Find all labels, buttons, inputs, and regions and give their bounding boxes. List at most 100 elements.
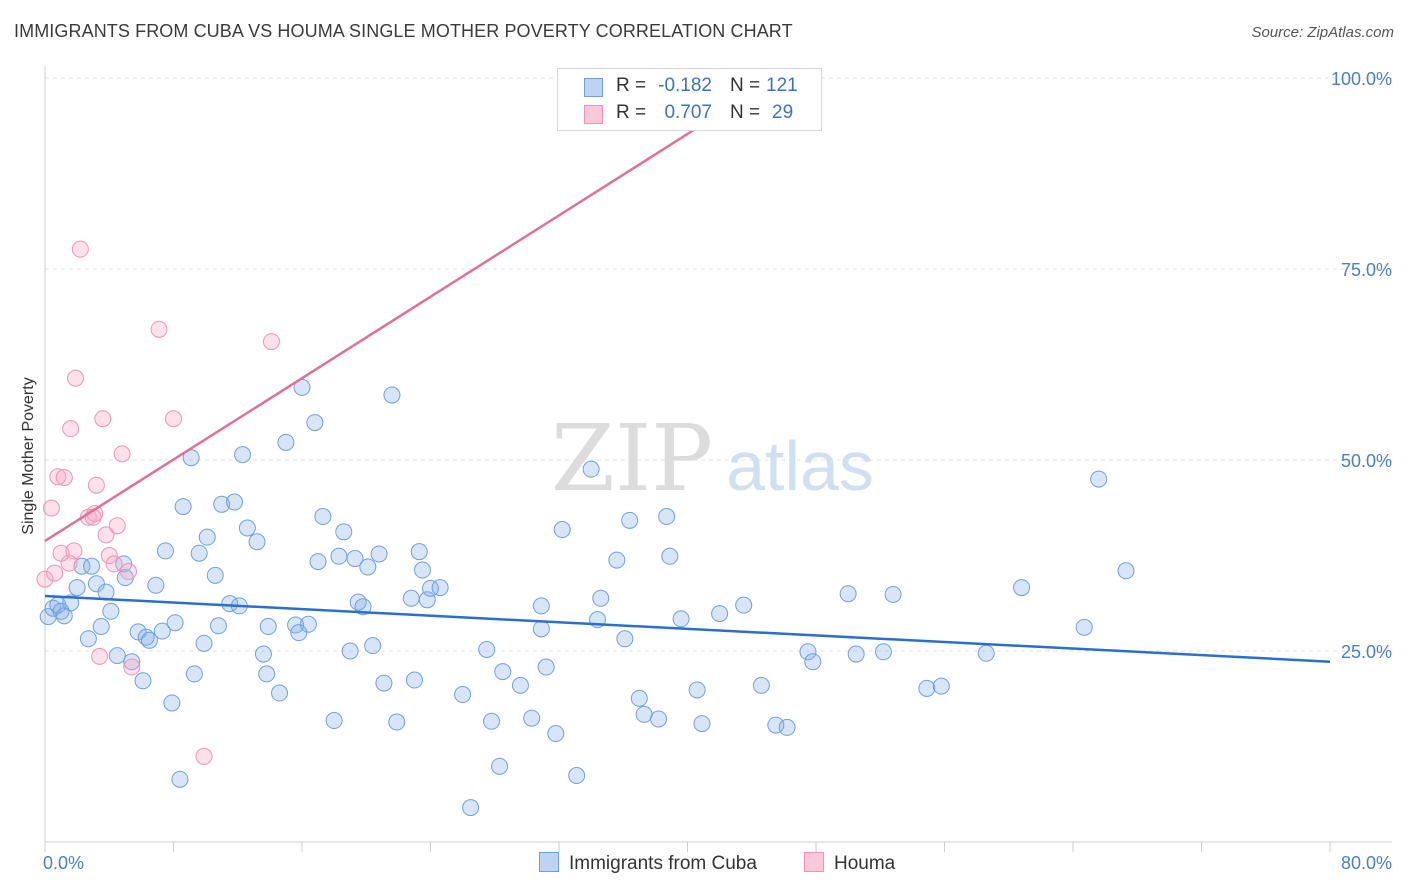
legend-item-cuba: Immigrants from Cuba bbox=[539, 852, 757, 875]
point-cuba bbox=[532, 620, 550, 638]
point-cuba bbox=[711, 605, 729, 623]
point-cuba bbox=[918, 679, 936, 697]
point-cuba bbox=[483, 712, 501, 730]
y-tick-label: 25.0% bbox=[1341, 642, 1392, 662]
point-houma bbox=[36, 570, 54, 588]
point-cuba bbox=[1013, 579, 1031, 597]
point-cuba bbox=[383, 386, 401, 404]
point-cuba bbox=[335, 523, 353, 541]
point-cuba bbox=[163, 694, 181, 712]
legend-r-value: -0.182 bbox=[658, 75, 712, 96]
point-cuba bbox=[79, 630, 97, 648]
y-tick-label: 75.0% bbox=[1341, 260, 1392, 280]
point-cuba bbox=[537, 658, 555, 676]
point-houma bbox=[62, 420, 80, 438]
point-houma bbox=[94, 410, 112, 428]
legend-n-label: N = bbox=[730, 102, 761, 123]
point-cuba bbox=[454, 686, 472, 704]
point-cuba bbox=[413, 561, 431, 579]
trend-lines bbox=[44, 76, 1331, 663]
point-cuba bbox=[688, 681, 706, 699]
point-cuba bbox=[635, 705, 653, 723]
legend-item-houma: Houma bbox=[804, 852, 895, 875]
point-houma bbox=[108, 517, 126, 535]
point-cuba bbox=[290, 624, 308, 642]
point-cuba bbox=[254, 645, 272, 663]
correlation-legend: R = -0.182 N = 121 R = 0.707 N = 29 bbox=[557, 68, 822, 131]
legend-row-cuba: R = -0.182 N = 121 bbox=[558, 75, 821, 101]
legend-label-cuba: Immigrants from Cuba bbox=[569, 853, 757, 874]
point-cuba bbox=[874, 643, 892, 661]
point-houma bbox=[87, 476, 105, 494]
point-cuba bbox=[410, 543, 428, 561]
point-cuba bbox=[73, 557, 91, 575]
chart-title: IMMIGRANTS FROM CUBA VS HOUMA SINGLE MOT… bbox=[14, 21, 793, 41]
trend-line-houma bbox=[44, 76, 777, 543]
point-cuba bbox=[346, 550, 364, 568]
point-cuba bbox=[299, 615, 317, 633]
point-cuba bbox=[767, 716, 785, 734]
series-houma-points bbox=[36, 69, 777, 765]
point-houma bbox=[97, 526, 115, 544]
trend-line-cuba bbox=[44, 594, 1331, 663]
point-cuba bbox=[418, 591, 436, 609]
series-cuba-points bbox=[39, 378, 1135, 817]
point-cuba bbox=[198, 528, 216, 546]
legend-swatch-houma bbox=[804, 852, 824, 872]
point-cuba bbox=[330, 547, 348, 565]
legend-n-value: 121 bbox=[766, 75, 798, 96]
point-cuba bbox=[195, 634, 213, 652]
point-cuba bbox=[309, 553, 327, 571]
point-cuba bbox=[156, 542, 174, 560]
legend-swatch-cuba bbox=[584, 78, 603, 97]
point-cuba bbox=[388, 713, 406, 731]
tick-labels: 25.0% 50.0% 75.0% 100.0% 0.0% 80.0% bbox=[43, 69, 1392, 873]
y-tick-label: 50.0% bbox=[1341, 451, 1392, 471]
point-houma bbox=[120, 563, 138, 581]
point-cuba bbox=[672, 610, 690, 628]
point-cuba bbox=[147, 576, 165, 594]
point-cuba bbox=[166, 614, 184, 632]
point-cuba bbox=[405, 671, 423, 689]
point-cuba bbox=[650, 710, 668, 728]
point-cuba bbox=[248, 533, 266, 551]
point-cuba bbox=[185, 665, 203, 683]
point-cuba bbox=[402, 589, 420, 607]
point-cuba bbox=[804, 653, 822, 671]
point-cuba bbox=[592, 589, 610, 607]
point-cuba bbox=[1117, 562, 1135, 580]
point-cuba bbox=[661, 547, 679, 565]
point-cuba bbox=[422, 579, 439, 597]
source-label: Source: ZipAtlas.com bbox=[1251, 24, 1394, 41]
point-cuba bbox=[153, 622, 171, 640]
point-cuba bbox=[1090, 470, 1108, 488]
point-cuba bbox=[68, 579, 86, 597]
point-houma bbox=[49, 468, 67, 486]
point-cuba bbox=[799, 643, 817, 661]
axes bbox=[44, 66, 1392, 852]
point-cuba bbox=[62, 594, 80, 612]
point-cuba bbox=[621, 511, 639, 529]
point-cuba bbox=[341, 642, 359, 660]
x-tick-label-max: 80.0% bbox=[1341, 853, 1392, 873]
point-houma bbox=[123, 658, 141, 676]
point-cuba bbox=[735, 596, 753, 614]
legend-r-label: R = bbox=[616, 75, 647, 96]
point-cuba bbox=[134, 672, 152, 690]
watermark: ZIP atlas bbox=[551, 405, 874, 512]
watermark-atlas: atlas bbox=[726, 427, 874, 505]
point-cuba bbox=[1075, 618, 1093, 636]
point-cuba bbox=[174, 498, 192, 516]
point-cuba bbox=[932, 677, 950, 695]
point-cuba bbox=[839, 585, 857, 603]
point-houma bbox=[42, 499, 60, 517]
point-cuba bbox=[277, 433, 295, 451]
point-cuba bbox=[271, 684, 289, 702]
point-cuba bbox=[226, 493, 244, 511]
point-cuba bbox=[108, 647, 126, 665]
point-cuba bbox=[238, 519, 256, 537]
watermark-zip: ZIP bbox=[551, 405, 713, 512]
point-cuba bbox=[582, 460, 600, 478]
point-cuba bbox=[206, 566, 224, 584]
